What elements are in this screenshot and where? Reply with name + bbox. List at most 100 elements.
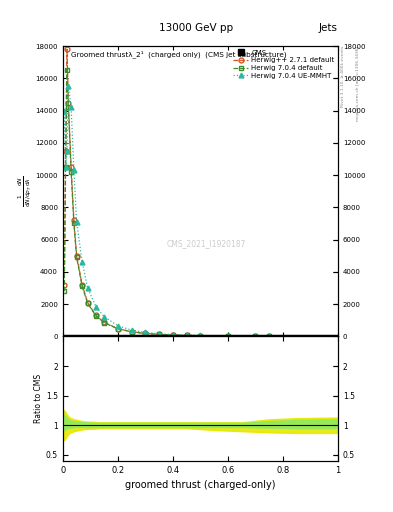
Herwig 7.0.4 default bbox=[253, 333, 258, 339]
Herwig++ 2.7.1 default bbox=[171, 332, 175, 338]
Herwig 7.0.4 default bbox=[69, 169, 73, 175]
CMS bbox=[64, 333, 70, 339]
Herwig 7.0.4 default bbox=[267, 333, 272, 339]
CMS bbox=[110, 333, 115, 339]
Herwig 7.0.4 UE-MMHT bbox=[72, 167, 76, 174]
CMS bbox=[74, 333, 79, 339]
Herwig 7.0.4 UE-MMHT bbox=[66, 83, 71, 90]
CMS bbox=[184, 333, 189, 339]
Herwig++ 2.7.1 default bbox=[157, 331, 162, 337]
CMS bbox=[66, 333, 71, 339]
Herwig 7.0.4 UE-MMHT bbox=[63, 164, 68, 170]
CMS bbox=[135, 333, 140, 339]
Herwig 7.0.4 UE-MMHT bbox=[69, 104, 73, 111]
Herwig 7.0.4 default bbox=[143, 330, 148, 336]
Herwig 7.0.4 UE-MMHT bbox=[74, 219, 79, 225]
Herwig++ 2.7.1 default bbox=[198, 333, 203, 339]
Herwig 7.0.4 UE-MMHT bbox=[94, 304, 98, 310]
Text: mcplots.cern.ch [arXiv:1306.3436]: mcplots.cern.ch [arXiv:1306.3436] bbox=[356, 46, 360, 121]
Herwig 7.0.4 UE-MMHT bbox=[198, 332, 203, 338]
Herwig 7.0.4 default bbox=[80, 283, 84, 289]
Herwig 7.0.4 UE-MMHT bbox=[62, 108, 67, 114]
Herwig++ 2.7.1 default bbox=[66, 99, 71, 105]
CMS bbox=[61, 333, 65, 339]
Herwig 7.0.4 UE-MMHT bbox=[85, 285, 90, 291]
Text: Rivet 3.1.10, ≥ 400k events: Rivet 3.1.10, ≥ 400k events bbox=[341, 46, 345, 108]
Herwig 7.0.4 UE-MMHT bbox=[102, 314, 107, 320]
Herwig++ 2.7.1 default bbox=[267, 333, 272, 339]
CMS bbox=[336, 333, 340, 339]
Herwig++ 2.7.1 default bbox=[226, 333, 230, 339]
Herwig 7.0.4 default bbox=[64, 67, 70, 73]
Herwig 7.0.4 default bbox=[62, 288, 67, 294]
Text: Jets: Jets bbox=[319, 23, 338, 33]
CMS bbox=[267, 333, 272, 339]
CMS bbox=[80, 333, 84, 339]
CMS bbox=[68, 333, 72, 339]
CMS bbox=[69, 333, 73, 339]
CMS bbox=[77, 333, 82, 339]
Herwig 7.0.4 UE-MMHT bbox=[226, 333, 230, 339]
CMS bbox=[62, 333, 67, 339]
Herwig 7.0.4 UE-MMHT bbox=[143, 329, 148, 335]
CMS bbox=[96, 333, 101, 339]
CMS bbox=[121, 333, 126, 339]
Herwig 7.0.4 UE-MMHT bbox=[129, 327, 134, 333]
Herwig 7.0.4 UE-MMHT bbox=[116, 323, 120, 329]
Herwig 7.0.4 default bbox=[116, 326, 120, 332]
Herwig 7.0.4 default bbox=[94, 313, 98, 319]
Herwig++ 2.7.1 default bbox=[253, 333, 258, 339]
Herwig 7.0.4 default bbox=[72, 220, 76, 226]
Herwig++ 2.7.1 default bbox=[116, 326, 120, 332]
Herwig 7.0.4 default bbox=[102, 319, 107, 326]
Line: Herwig++ 2.7.1 default: Herwig++ 2.7.1 default bbox=[62, 47, 272, 339]
CMS bbox=[72, 333, 76, 339]
Herwig 7.0.4 default bbox=[66, 104, 71, 111]
Herwig++ 2.7.1 default bbox=[80, 282, 84, 288]
CMS bbox=[91, 333, 95, 339]
Legend: CMS, Herwig++ 2.7.1 default, Herwig 7.0.4 default, Herwig 7.0.4 UE-MMHT: CMS, Herwig++ 2.7.1 default, Herwig 7.0.… bbox=[232, 48, 336, 80]
CMS bbox=[85, 333, 90, 339]
Herwig 7.0.4 UE-MMHT bbox=[253, 333, 258, 339]
CMS bbox=[239, 333, 244, 339]
Herwig 7.0.4 default bbox=[184, 332, 189, 338]
Text: Groomed thrustλ_2¹  (charged only)  (CMS jet substructure): Groomed thrustλ_2¹ (charged only) (CMS j… bbox=[71, 51, 287, 58]
CMS bbox=[102, 333, 107, 339]
CMS bbox=[212, 333, 217, 339]
Herwig++ 2.7.1 default bbox=[184, 332, 189, 338]
Herwig 7.0.4 UE-MMHT bbox=[64, 148, 70, 154]
Herwig 7.0.4 UE-MMHT bbox=[267, 333, 272, 339]
Herwig 7.0.4 UE-MMHT bbox=[171, 332, 175, 338]
Herwig++ 2.7.1 default bbox=[94, 312, 98, 318]
CMS bbox=[63, 333, 68, 339]
CMS bbox=[294, 333, 299, 339]
Herwig 7.0.4 UE-MMHT bbox=[184, 332, 189, 338]
Herwig++ 2.7.1 default bbox=[129, 329, 134, 335]
Herwig++ 2.7.1 default bbox=[62, 282, 67, 288]
Herwig 7.0.4 UE-MMHT bbox=[80, 259, 84, 265]
Herwig++ 2.7.1 default bbox=[74, 252, 79, 259]
Herwig 7.0.4 default bbox=[171, 332, 175, 338]
Herwig++ 2.7.1 default bbox=[143, 330, 148, 336]
Herwig++ 2.7.1 default bbox=[85, 300, 90, 306]
Herwig 7.0.4 default bbox=[85, 300, 90, 306]
CMS bbox=[165, 333, 170, 339]
CMS bbox=[149, 333, 153, 339]
Herwig 7.0.4 default bbox=[157, 331, 162, 337]
Herwig++ 2.7.1 default bbox=[69, 164, 73, 170]
Text: 13000 GeV pp: 13000 GeV pp bbox=[160, 23, 233, 33]
Herwig 7.0.4 default bbox=[198, 333, 203, 339]
Herwig++ 2.7.1 default bbox=[72, 217, 76, 223]
Herwig 7.0.4 default bbox=[129, 329, 134, 335]
Herwig++ 2.7.1 default bbox=[64, 46, 70, 52]
Herwig 7.0.4 default bbox=[74, 254, 79, 261]
Y-axis label: $\frac{1}{\mathrm{d}N/\mathrm{d}p_T}\frac{\mathrm{d}N}{\mathrm{d}\lambda}$: $\frac{1}{\mathrm{d}N/\mathrm{d}p_T}\fra… bbox=[17, 176, 34, 207]
Herwig++ 2.7.1 default bbox=[63, 148, 68, 154]
Y-axis label: Ratio to CMS: Ratio to CMS bbox=[34, 374, 43, 423]
Herwig++ 2.7.1 default bbox=[102, 319, 107, 326]
Herwig 7.0.4 default bbox=[226, 333, 230, 339]
Text: CMS_2021_I1920187: CMS_2021_I1920187 bbox=[166, 239, 246, 248]
X-axis label: groomed thrust (charged-only): groomed thrust (charged-only) bbox=[125, 480, 275, 490]
Herwig 7.0.4 UE-MMHT bbox=[157, 331, 162, 337]
Line: Herwig 7.0.4 UE-MMHT: Herwig 7.0.4 UE-MMHT bbox=[62, 84, 272, 339]
